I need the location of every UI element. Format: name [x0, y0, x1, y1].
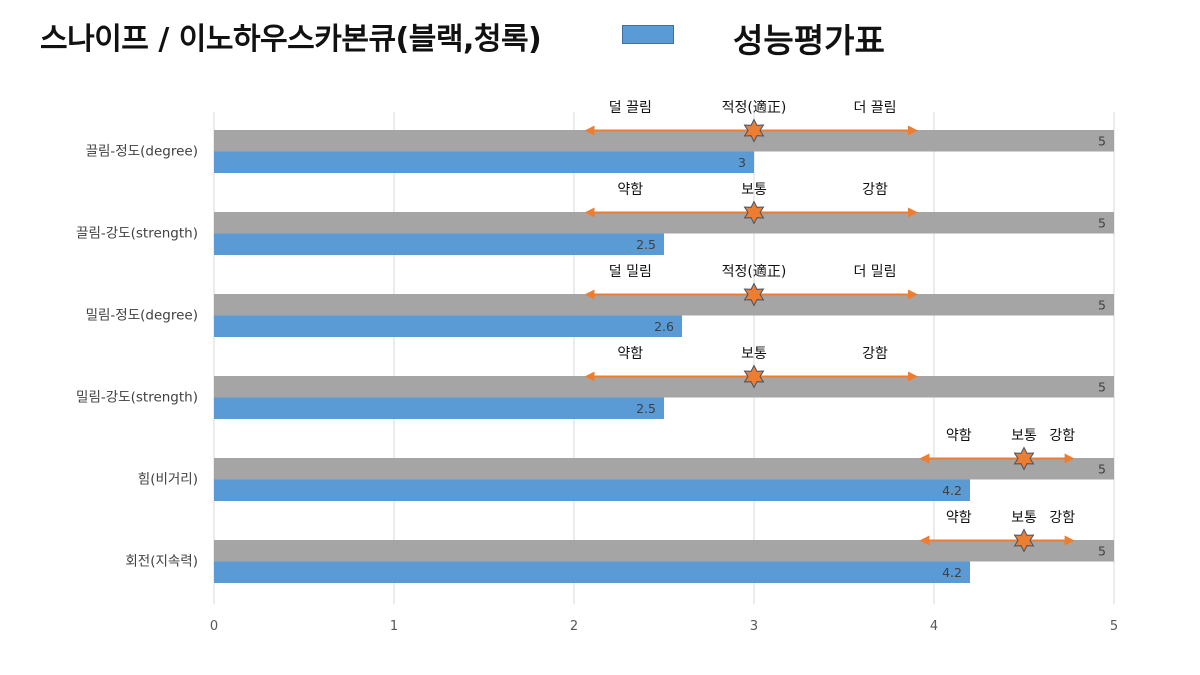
data-label: 5	[1098, 380, 1106, 395]
category-label: 회전(지속력)	[125, 554, 198, 570]
category-label: 밀림-강도(strength)	[76, 390, 198, 406]
star-marker	[1013, 528, 1035, 553]
data-label: 5	[1098, 134, 1106, 149]
category-label: 끌림-강도(strength)	[76, 226, 198, 242]
bar-reference	[214, 540, 1114, 562]
data-label: 5	[1098, 298, 1106, 313]
category-label: 끌림-정도(degree)	[86, 144, 198, 160]
data-label: 5	[1098, 216, 1106, 231]
x-tick-label: 2	[570, 619, 578, 634]
star-marker	[743, 118, 765, 143]
data-label: 2.6	[654, 319, 674, 334]
star-marker	[1013, 446, 1035, 471]
annotation-right-label: 강함	[1049, 510, 1075, 526]
data-label: 2.5	[636, 237, 656, 252]
annotation-right-label: 더 끌림	[853, 100, 896, 116]
annotation-right-label: 강함	[862, 346, 888, 362]
x-tick-label: 3	[750, 619, 758, 634]
bar-reference	[214, 294, 1114, 316]
x-tick-label: 4	[930, 619, 938, 634]
annotation-center-label: 보통	[741, 346, 767, 362]
data-label: 5	[1098, 544, 1106, 559]
category-label: 밀림-정도(degree)	[86, 308, 198, 324]
bar-reference	[214, 212, 1114, 234]
bar-score	[214, 561, 970, 583]
x-tick-label: 0	[210, 619, 218, 634]
legend-swatch	[622, 25, 674, 44]
bar-score	[214, 315, 682, 337]
bar-reference	[214, 376, 1114, 398]
bar-score	[214, 397, 664, 419]
annotation-center-label: 보통	[1011, 428, 1037, 444]
data-label: 2.5	[636, 401, 656, 416]
star-marker	[743, 282, 765, 307]
annotation-right-label: 더 밀림	[853, 264, 896, 280]
chart-title: 스나이프 / 이노하우스카본큐(블랙,청록)	[40, 22, 542, 57]
bar-score	[214, 233, 664, 255]
annotation-left-label: 약함	[946, 510, 972, 526]
data-label: 3	[738, 155, 746, 170]
annotation-center-label: 적정(適正)	[722, 263, 787, 280]
star-marker	[743, 364, 765, 389]
bar-score	[214, 151, 754, 173]
star-marker	[743, 200, 765, 225]
category-label: 힘(비거리)	[138, 472, 198, 488]
bar-score	[214, 479, 970, 501]
annotation-left-label: 약함	[617, 346, 643, 362]
annotation-center-label: 보통	[741, 182, 767, 198]
data-label: 5	[1098, 462, 1106, 477]
annotation-left-label: 약함	[617, 182, 643, 198]
x-tick-label: 1	[390, 619, 398, 634]
data-label: 4.2	[942, 483, 962, 498]
data-label: 4.2	[942, 565, 962, 580]
annotation-right-label: 강함	[1049, 428, 1075, 444]
bar-reference	[214, 458, 1114, 480]
x-tick-label: 5	[1110, 619, 1118, 634]
annotation-right-label: 강함	[862, 182, 888, 198]
annotation-center-label: 적정(適正)	[722, 99, 787, 116]
annotation-left-label: 덜 밀림	[609, 264, 652, 280]
legend-label: 성능평가표	[733, 21, 885, 60]
bar-reference	[214, 130, 1114, 152]
annotation-center-label: 보통	[1011, 510, 1037, 526]
annotation-left-label: 약함	[946, 428, 972, 444]
annotation-left-label: 덜 끌림	[609, 100, 652, 116]
